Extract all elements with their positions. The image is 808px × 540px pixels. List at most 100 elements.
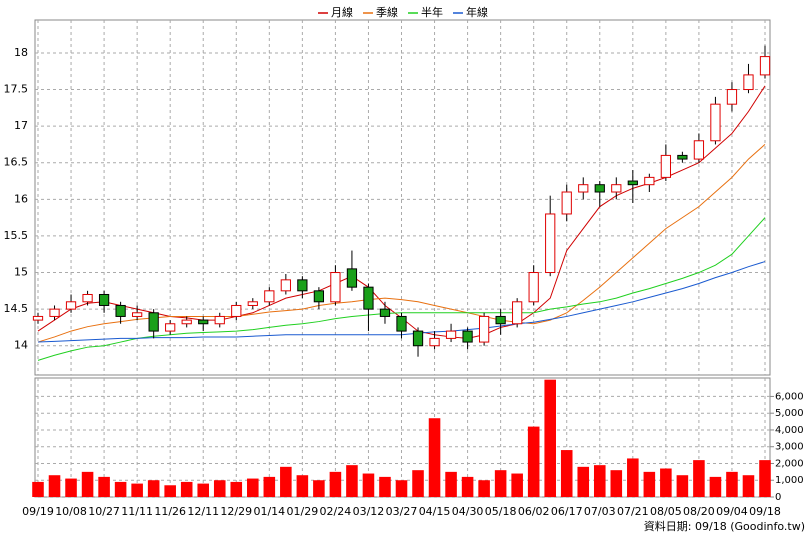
ma-line xyxy=(37,144,766,343)
candle-body xyxy=(181,319,192,325)
volume-bar xyxy=(693,460,705,497)
y2-tick-label: 5,000 xyxy=(775,408,804,419)
y-tick-label: 17 xyxy=(14,119,28,132)
volume-bar xyxy=(379,476,391,497)
legend-label: 年線 xyxy=(466,5,488,19)
x-tick-label: 03/27 xyxy=(386,505,418,518)
candle-body xyxy=(247,301,258,306)
candle-body xyxy=(65,301,77,310)
candle-body xyxy=(132,312,143,317)
y2-tick-label: 0 xyxy=(775,492,781,503)
volume-bar xyxy=(544,379,556,497)
x-tick-label: 11/26 xyxy=(154,505,186,518)
volume-bar xyxy=(280,466,292,497)
candle-body xyxy=(512,301,523,325)
x-tick-label: 05/18 xyxy=(485,505,517,518)
x-tick-label: 12/29 xyxy=(220,505,252,518)
volume-bar xyxy=(65,478,77,497)
candle-body xyxy=(594,184,605,193)
candle-body xyxy=(82,293,93,303)
volume-bar xyxy=(577,466,590,497)
candle-body xyxy=(677,154,688,160)
volume-bar xyxy=(742,475,755,497)
volume-bar xyxy=(726,471,738,497)
y2-tick-label: 2,000 xyxy=(775,458,804,469)
y-tick-label: 15 xyxy=(14,266,28,279)
volume-bar xyxy=(676,475,689,497)
y-tick-label: 17.5 xyxy=(4,83,29,96)
candle-body xyxy=(611,184,622,193)
price-panel xyxy=(34,19,771,376)
volume-panel xyxy=(34,377,771,498)
candle-body xyxy=(330,272,341,303)
volume-bar xyxy=(114,481,127,497)
y-tick-label: 15.5 xyxy=(4,229,29,242)
volume-bar xyxy=(230,481,243,497)
x-tick-label: 03/12 xyxy=(353,505,385,518)
candle-body xyxy=(363,286,374,310)
volume-bar xyxy=(412,470,424,497)
candle-body xyxy=(198,319,209,325)
y-tick-label: 14 xyxy=(14,339,28,352)
volume-bar xyxy=(660,468,672,497)
candle-body xyxy=(379,308,391,317)
candle-body xyxy=(98,293,110,306)
candle-body xyxy=(429,337,440,347)
volume-bar xyxy=(313,480,325,497)
volume-bar xyxy=(445,471,457,497)
y-tick-label: 14.5 xyxy=(4,302,29,315)
volume-bar xyxy=(131,483,143,497)
candle-body xyxy=(545,213,556,274)
volume-bar xyxy=(329,471,342,497)
volume-bar xyxy=(560,450,573,497)
volume-bar xyxy=(147,480,160,497)
candle-body xyxy=(148,312,159,332)
x-tick-label: 07/03 xyxy=(584,505,616,518)
volume-bar xyxy=(643,471,656,497)
volume-bar xyxy=(527,426,540,497)
candle-body xyxy=(578,184,589,193)
candle-body xyxy=(49,308,60,317)
x-tick-label: 07/21 xyxy=(617,505,649,518)
x-tick-label: 08/05 xyxy=(650,505,682,518)
candle-body xyxy=(396,315,407,332)
candle-body xyxy=(445,330,457,339)
candle-body xyxy=(495,315,506,325)
volume-bar xyxy=(511,473,523,497)
x-tick-label: 08/20 xyxy=(683,505,715,518)
y-tick-label: 16 xyxy=(14,192,28,205)
x-tick-label: 12/11 xyxy=(187,505,219,518)
candle-body xyxy=(115,304,126,317)
candle-body xyxy=(644,176,655,186)
candle-body xyxy=(214,315,225,325)
candle-body xyxy=(726,89,738,105)
candle-body xyxy=(32,315,44,321)
legend-label: 月線 xyxy=(331,5,353,19)
volume-bar xyxy=(296,475,309,497)
candle-body xyxy=(693,140,705,160)
volume-bar xyxy=(461,476,474,497)
x-tick-label: 10/27 xyxy=(88,505,120,518)
candle-body xyxy=(165,323,176,332)
volume-bar xyxy=(164,485,176,497)
x-tick-label: 09/18 xyxy=(749,505,781,518)
x-tick-label: 09/19 xyxy=(22,505,54,518)
volume-bar xyxy=(98,476,110,497)
y2-tick-label: 1,000 xyxy=(775,475,804,486)
volume-bar xyxy=(362,473,375,497)
volume-bar xyxy=(346,465,358,497)
candle-body xyxy=(759,56,771,76)
x-tick-label: 09/04 xyxy=(716,505,748,518)
legend-label: 半年 xyxy=(421,5,443,19)
candle-body xyxy=(462,330,473,343)
x-tick-label: 06/02 xyxy=(518,505,550,518)
volume-bar xyxy=(478,480,490,497)
volume-bar xyxy=(395,480,408,497)
volume-bar xyxy=(247,478,259,497)
footnote: 資料日期: 09/18 (Goodinfo.tw) xyxy=(644,519,805,533)
volume-bar xyxy=(81,471,94,497)
x-tick-label: 01/14 xyxy=(253,505,285,518)
candle-body xyxy=(297,279,308,292)
candle-body xyxy=(231,304,242,317)
